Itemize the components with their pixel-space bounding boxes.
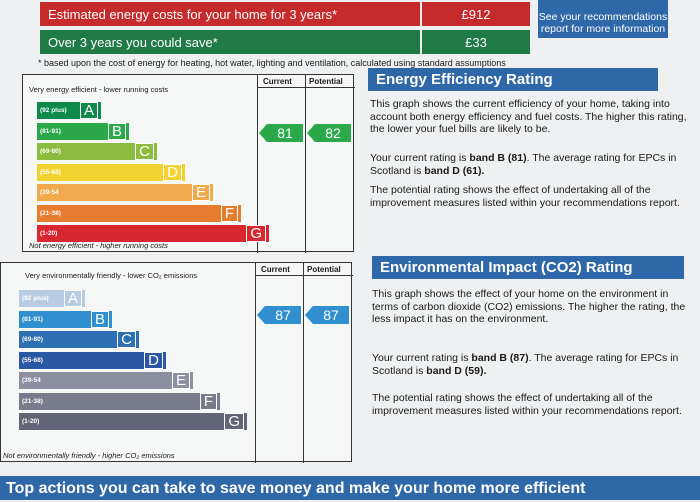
energy-top-caption: Very energy efficient - lower running co… xyxy=(29,85,169,94)
band-e: (39-54 E xyxy=(19,372,193,389)
band-letter: C xyxy=(117,331,136,348)
band-range: (21-38) xyxy=(22,397,43,405)
env-para-2: Your current rating is band B (87). The … xyxy=(372,352,690,377)
band-letter: C xyxy=(135,143,154,160)
band-range: (1-20) xyxy=(40,230,58,237)
band-letter: G xyxy=(246,225,266,242)
savings-label: Over 3 years you could save* xyxy=(40,30,420,54)
band-range: (39-54 xyxy=(22,377,41,384)
energy-para-1: This graph shows the current efficiency … xyxy=(370,98,687,135)
env-top-caption: Very environmentally friendly - lower CO… xyxy=(25,271,198,280)
env-potential-arrow: 87 xyxy=(305,306,349,324)
energy-potential-arrow: 82 xyxy=(307,124,351,142)
env-potential-header: Potential xyxy=(307,265,341,274)
band-e: (39-54 E xyxy=(37,184,213,201)
savings-row: Over 3 years you could save* £33 xyxy=(40,30,530,54)
env-bottom-caption: Not environmentally friendly - higher CO… xyxy=(3,451,175,460)
band-range: (69-80) xyxy=(40,148,61,155)
estimated-costs-row: Estimated energy costs for your home for… xyxy=(40,2,530,26)
band-range: (92 plus) xyxy=(22,295,49,302)
band-a: (92 plus) A xyxy=(19,290,85,307)
band-range: (1-20) xyxy=(22,418,40,425)
env-current-arrow: 87 xyxy=(257,306,301,324)
energy-efficiency-chart: Current Potential Very energy efficient … xyxy=(22,74,355,253)
costs-footnote: * based upon the cost of energy for heat… xyxy=(38,58,506,68)
band-range: (55-68) xyxy=(40,168,61,176)
energy-potential-header: Potential xyxy=(309,77,343,86)
band-letter: A xyxy=(79,102,98,119)
band-f: (21-38) F xyxy=(37,204,241,222)
band-letter: B xyxy=(90,310,109,328)
energy-para-2-prefix: Your current rating is xyxy=(370,152,470,164)
band-b: (81-91) B xyxy=(37,122,129,140)
energy-para-2: Your current rating is band B (81). The … xyxy=(370,152,690,177)
savings-value: £33 xyxy=(420,30,530,54)
environmental-impact-title: Environmental Impact (CO2) Rating xyxy=(372,256,684,279)
env-current-band: band B (87) xyxy=(471,352,529,364)
band-letter: E xyxy=(191,184,210,201)
energy-para-3: The potential rating shows the effect of… xyxy=(370,184,680,209)
band-a: (92 plus) A xyxy=(37,102,101,119)
band-letter: D xyxy=(144,351,163,369)
band-letter: A xyxy=(63,290,82,307)
env-average-band: band D (59). xyxy=(426,364,487,377)
band-d: (55-68) D xyxy=(37,163,185,181)
estimated-costs-label: Estimated energy costs for your home for… xyxy=(40,2,420,26)
band-letter: B xyxy=(107,122,126,140)
band-b: (81-91) B xyxy=(19,310,112,328)
env-current-header: Current xyxy=(261,265,290,274)
energy-current-arrow: 81 xyxy=(259,124,303,142)
band-range: (39-54 xyxy=(40,189,59,196)
band-range: (21-38) xyxy=(40,209,61,217)
band-g: (1-20) G xyxy=(37,225,269,242)
band-letter: F xyxy=(220,204,238,222)
band-range: (55-68) xyxy=(22,356,43,364)
band-letter: G xyxy=(224,413,244,430)
env-para-2-prefix: Your current rating is xyxy=(372,352,472,364)
band-g: (1-20) G xyxy=(19,413,247,430)
band-letter: F xyxy=(199,392,217,410)
band-range: (81-91) xyxy=(22,315,43,323)
band-c: (69-80) C xyxy=(37,143,157,160)
band-c: (69-80) C xyxy=(19,331,139,348)
recommendations-box: See your recommendations report for more… xyxy=(538,0,668,38)
band-range: (69-80) xyxy=(22,336,43,343)
band-range: (81-91) xyxy=(40,127,61,135)
energy-efficiency-title: Energy Efficiency Rating xyxy=(368,68,658,91)
energy-current-band: band B (81) xyxy=(469,152,527,164)
estimated-costs-value: £912 xyxy=(420,2,530,26)
environmental-impact-chart: Current Potential Very environmentally f… xyxy=(0,262,353,463)
energy-para-2-mid: . The average rating for EPCs in Scotlan… xyxy=(370,152,677,177)
band-letter: D xyxy=(163,163,182,181)
band-f: (21-38) F xyxy=(19,392,220,410)
env-para-1: This graph shows the effect of your home… xyxy=(372,288,686,325)
energy-average-band: band D (61). xyxy=(424,164,485,177)
env-para-3: The potential rating shows the effect of… xyxy=(372,392,682,417)
energy-current-header: Current xyxy=(263,77,292,86)
top-actions-banner: Top actions you can take to save money a… xyxy=(0,476,700,500)
band-letter: E xyxy=(171,372,190,389)
energy-bottom-caption: Not energy efficient - higher running co… xyxy=(29,241,168,250)
band-range: (92 plus) xyxy=(40,107,67,114)
band-d: (55-68) D xyxy=(19,351,166,369)
env-para-2-mid: . The average rating for EPCs in Scotlan… xyxy=(372,352,679,377)
